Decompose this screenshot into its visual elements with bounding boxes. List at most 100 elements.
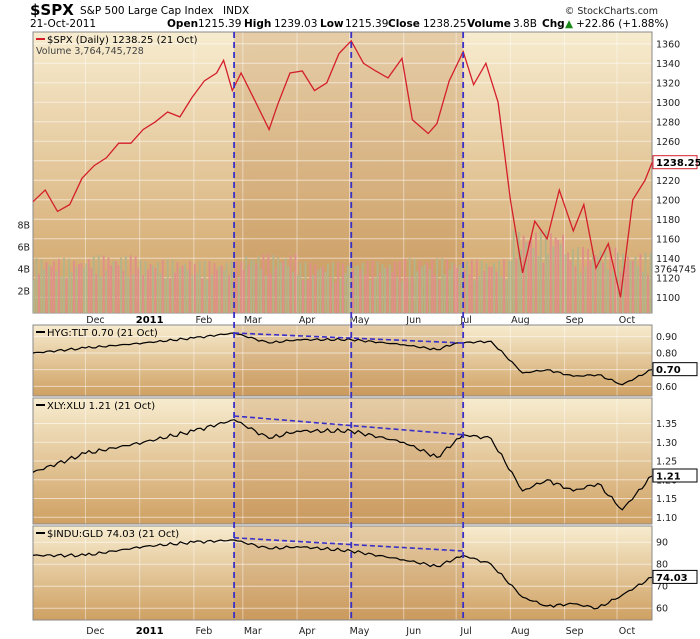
volume-bar	[329, 276, 332, 313]
volume-bar	[607, 269, 609, 313]
volume-bar	[458, 265, 461, 313]
volume-bar	[475, 259, 478, 313]
x-tick-label-top: Jun	[405, 315, 421, 326]
volume-bar	[644, 252, 647, 313]
volume-bar	[584, 267, 587, 313]
y-tick-label: 1280	[656, 117, 680, 128]
y-tick-label: 1.10	[656, 513, 677, 524]
volume-bar	[255, 263, 258, 313]
volume-bar	[448, 269, 451, 313]
close-label: Close	[388, 18, 420, 30]
volume-bar	[60, 276, 63, 313]
y-tick-label: 1360	[656, 39, 680, 50]
volume-bar	[532, 248, 535, 313]
x-tick-label-top: May	[350, 315, 370, 326]
volume-bar	[102, 255, 105, 313]
y-tick-label: 90	[656, 538, 668, 549]
x-tick-label-bottom: Oct	[619, 626, 636, 637]
volume-bar	[337, 262, 339, 313]
indu-gld-ratio-line	[32, 539, 653, 610]
volume-bar	[161, 260, 164, 313]
volume-value: 3.8B	[513, 18, 537, 30]
x-tick-label-top: Aug	[511, 315, 530, 326]
volume-bar	[411, 276, 414, 313]
volume-bar	[423, 264, 426, 313]
volume-bar	[78, 264, 80, 313]
volume-bar	[287, 266, 290, 313]
x-tick-label-bottom: Aug	[511, 626, 530, 637]
volume-bar	[181, 265, 184, 313]
spx-last-value: 1238.25	[652, 155, 700, 170]
volume-bar	[45, 262, 48, 313]
volume-bar	[535, 232, 537, 313]
volume-bar	[547, 254, 550, 313]
volume-bar	[188, 261, 191, 313]
volume-bar	[203, 260, 206, 313]
volume-bar	[554, 237, 557, 313]
exchange-code: INDX	[223, 5, 249, 17]
y-tick-label: 80	[656, 560, 668, 571]
volume-bar	[83, 268, 85, 313]
volume-bar	[58, 258, 60, 313]
volume-bar	[587, 248, 589, 313]
volume-bar	[262, 254, 265, 313]
x-tick-label-bottom: May	[350, 626, 370, 637]
volume-bar	[498, 260, 500, 313]
volume-bar	[577, 247, 579, 313]
panel-background-indu-gld	[33, 526, 652, 620]
volume-bar	[40, 259, 43, 313]
volume-bar	[184, 263, 186, 313]
volume-bar	[223, 270, 226, 313]
volume-bar	[352, 269, 354, 313]
volume-bar	[356, 265, 359, 313]
volume-bar	[384, 268, 386, 313]
volume-bar	[572, 249, 574, 313]
volume-bar	[647, 275, 649, 313]
volume-bar	[639, 253, 642, 313]
volume-bar	[642, 271, 644, 313]
volume-bar	[391, 272, 394, 313]
volume-bar	[228, 275, 230, 313]
volume-bar	[505, 279, 508, 313]
volume-bar	[65, 277, 68, 313]
volume-bar	[438, 280, 441, 313]
x-tick-label-bottom: Dec	[86, 626, 104, 637]
volume-bar	[622, 253, 624, 313]
volume-bar	[206, 279, 208, 313]
volume-bar	[530, 236, 532, 313]
x-tick-label-bottom: Jul	[459, 626, 471, 637]
volume-bar	[132, 274, 135, 313]
volume-bar	[284, 258, 287, 313]
volume-bar	[617, 252, 619, 313]
volume-bar	[634, 256, 637, 313]
volume-bar	[48, 264, 50, 313]
volume-bar	[322, 266, 324, 313]
volume-bar	[319, 267, 322, 313]
volume-bar	[614, 247, 617, 313]
volume-bar	[70, 272, 73, 313]
volume-bar	[463, 269, 466, 313]
volume-bar	[421, 266, 424, 313]
volume-bar	[176, 262, 179, 313]
volume-bar	[403, 258, 406, 313]
volume-bar	[211, 274, 213, 313]
volume-bar	[332, 262, 334, 313]
volume-bar	[589, 260, 592, 313]
volume-bar	[260, 269, 262, 313]
volume-bar	[250, 259, 253, 313]
volume-bar	[115, 261, 117, 313]
volume-bar	[495, 271, 498, 313]
volume-bar	[35, 258, 38, 313]
panel-border-indu-gld	[32, 525, 653, 621]
volume-bar	[428, 269, 431, 313]
volume-bar	[152, 265, 154, 313]
volume-bar	[309, 262, 312, 313]
x-tick-label-top: 2011	[136, 315, 164, 326]
x-tick-label-bottom: 2011	[136, 626, 164, 637]
volume-bar	[294, 254, 297, 313]
volume-bar	[272, 254, 275, 313]
volume-bar	[473, 280, 476, 313]
volume-bar	[117, 265, 120, 313]
volume-bar	[619, 271, 622, 313]
volume-bar	[304, 262, 307, 313]
